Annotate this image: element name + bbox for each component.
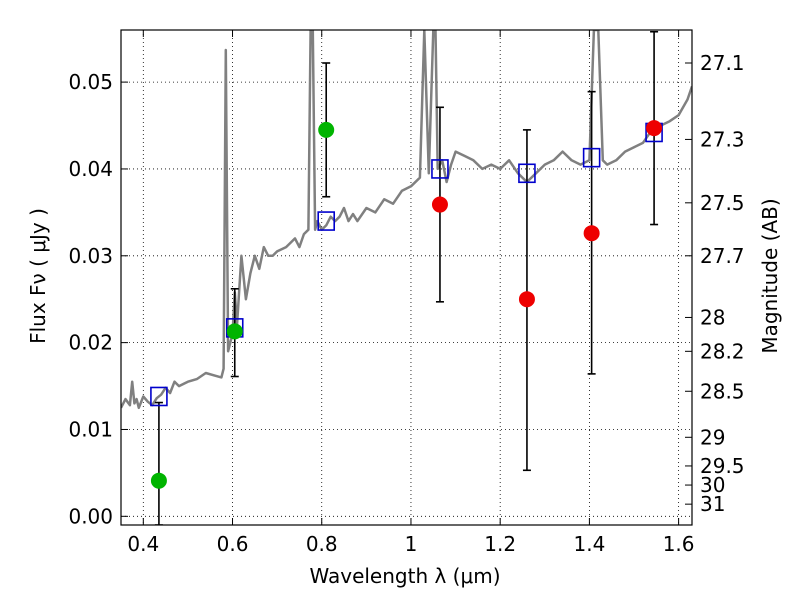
right-tick-label: 27.7	[700, 244, 745, 268]
x-tick-label: 1.4	[573, 532, 605, 556]
x-tick-label: 0.8	[306, 532, 338, 556]
y-tick-label: 0.04	[68, 157, 113, 181]
data-point	[150, 472, 167, 489]
right-tick-label: 29.5	[700, 454, 745, 478]
model-square	[150, 386, 168, 407]
right-axis-label: Magnitude (AB)	[758, 198, 782, 353]
right-tick-label: 28	[700, 305, 725, 329]
right-tick-label: 27.1	[700, 51, 745, 75]
y-tick-label: 0.03	[68, 244, 113, 268]
plot-frame	[120, 29, 693, 526]
data-point	[518, 291, 535, 308]
x-tick-label: 1.2	[484, 532, 516, 556]
y-tick-label: 0.05	[68, 70, 113, 94]
x-tick-label: 0.6	[217, 532, 249, 556]
x-tick-label: 1	[405, 532, 418, 556]
data-point	[646, 120, 663, 137]
right-tick-label: 28.5	[700, 379, 745, 403]
right-tick-label: 29	[700, 425, 725, 449]
data-point	[226, 323, 243, 340]
right-tick-label: 31	[700, 492, 725, 516]
model-square	[582, 147, 601, 168]
right-tick-label: 30	[700, 473, 725, 497]
y-axis-label: Flux Fν ( μJy )	[26, 208, 50, 344]
y-tick-label: 0.01	[68, 417, 113, 441]
data-point	[431, 196, 448, 213]
data-point	[318, 121, 335, 138]
model-square	[431, 159, 449, 179]
gridlines	[121, 30, 692, 525]
plot-area	[121, 30, 692, 525]
x-axis-label: Wavelength λ (μm)	[309, 564, 500, 588]
axis-ticks: 0.4 0.6 0.8 1 1.2 1.4 1.6 0.00 0.01 0.02 0.03 0.04 0…	[68, 30, 745, 556]
x-tick-label: 1.6	[663, 532, 695, 556]
right-tick-label: 27.5	[700, 191, 745, 215]
x-tick-label: 0.4	[127, 532, 159, 556]
right-tick-label: 28.2	[700, 339, 745, 363]
y-tick-label: 0.02	[68, 331, 113, 355]
error-bar	[154, 401, 163, 525]
data-point	[583, 225, 600, 242]
model-square	[518, 163, 536, 184]
y-tick-label: 0.00	[68, 504, 113, 528]
right-tick-label: 27.3	[700, 127, 745, 151]
model-square	[317, 211, 336, 231]
spectrum-line	[121, 30, 692, 410]
